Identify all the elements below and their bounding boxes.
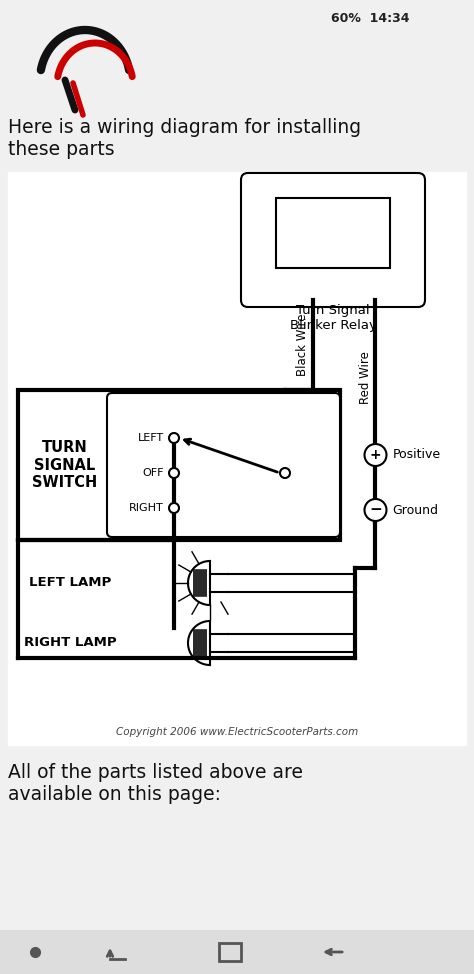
Circle shape <box>280 468 290 478</box>
Text: Here is a wiring diagram for installing
these parts: Here is a wiring diagram for installing … <box>8 118 361 159</box>
Circle shape <box>365 444 386 466</box>
Circle shape <box>365 499 386 521</box>
Text: +: + <box>370 448 381 462</box>
Text: Turn Signal
Blinker Relay: Turn Signal Blinker Relay <box>290 304 376 332</box>
Circle shape <box>169 468 179 478</box>
Text: −: − <box>369 503 382 517</box>
Bar <box>276 198 390 268</box>
Circle shape <box>169 433 179 443</box>
Text: TURN
SIGNAL
SWITCH: TURN SIGNAL SWITCH <box>32 440 98 490</box>
Text: OFF: OFF <box>143 468 164 478</box>
Bar <box>0 930 474 974</box>
Text: LEFT LAMP: LEFT LAMP <box>29 577 111 589</box>
Text: Ground: Ground <box>392 504 438 516</box>
Text: Black Wire: Black Wire <box>296 314 309 376</box>
Text: LEFT: LEFT <box>138 433 164 443</box>
Bar <box>219 943 241 961</box>
Bar <box>18 390 340 540</box>
Text: All of the parts listed above are
available on this page:: All of the parts listed above are availa… <box>8 763 303 804</box>
Text: 60%  14:34: 60% 14:34 <box>331 12 409 24</box>
Text: Red Wire: Red Wire <box>359 351 372 404</box>
Bar <box>8 172 466 745</box>
Text: RIGHT LAMP: RIGHT LAMP <box>24 636 116 650</box>
Text: Positive: Positive <box>392 448 441 462</box>
FancyBboxPatch shape <box>107 393 340 537</box>
Circle shape <box>169 503 179 513</box>
Text: Copyright 2006 www.ElectricScooterParts.com: Copyright 2006 www.ElectricScooterParts.… <box>116 727 358 737</box>
FancyBboxPatch shape <box>241 173 425 307</box>
Text: RIGHT: RIGHT <box>129 503 164 513</box>
